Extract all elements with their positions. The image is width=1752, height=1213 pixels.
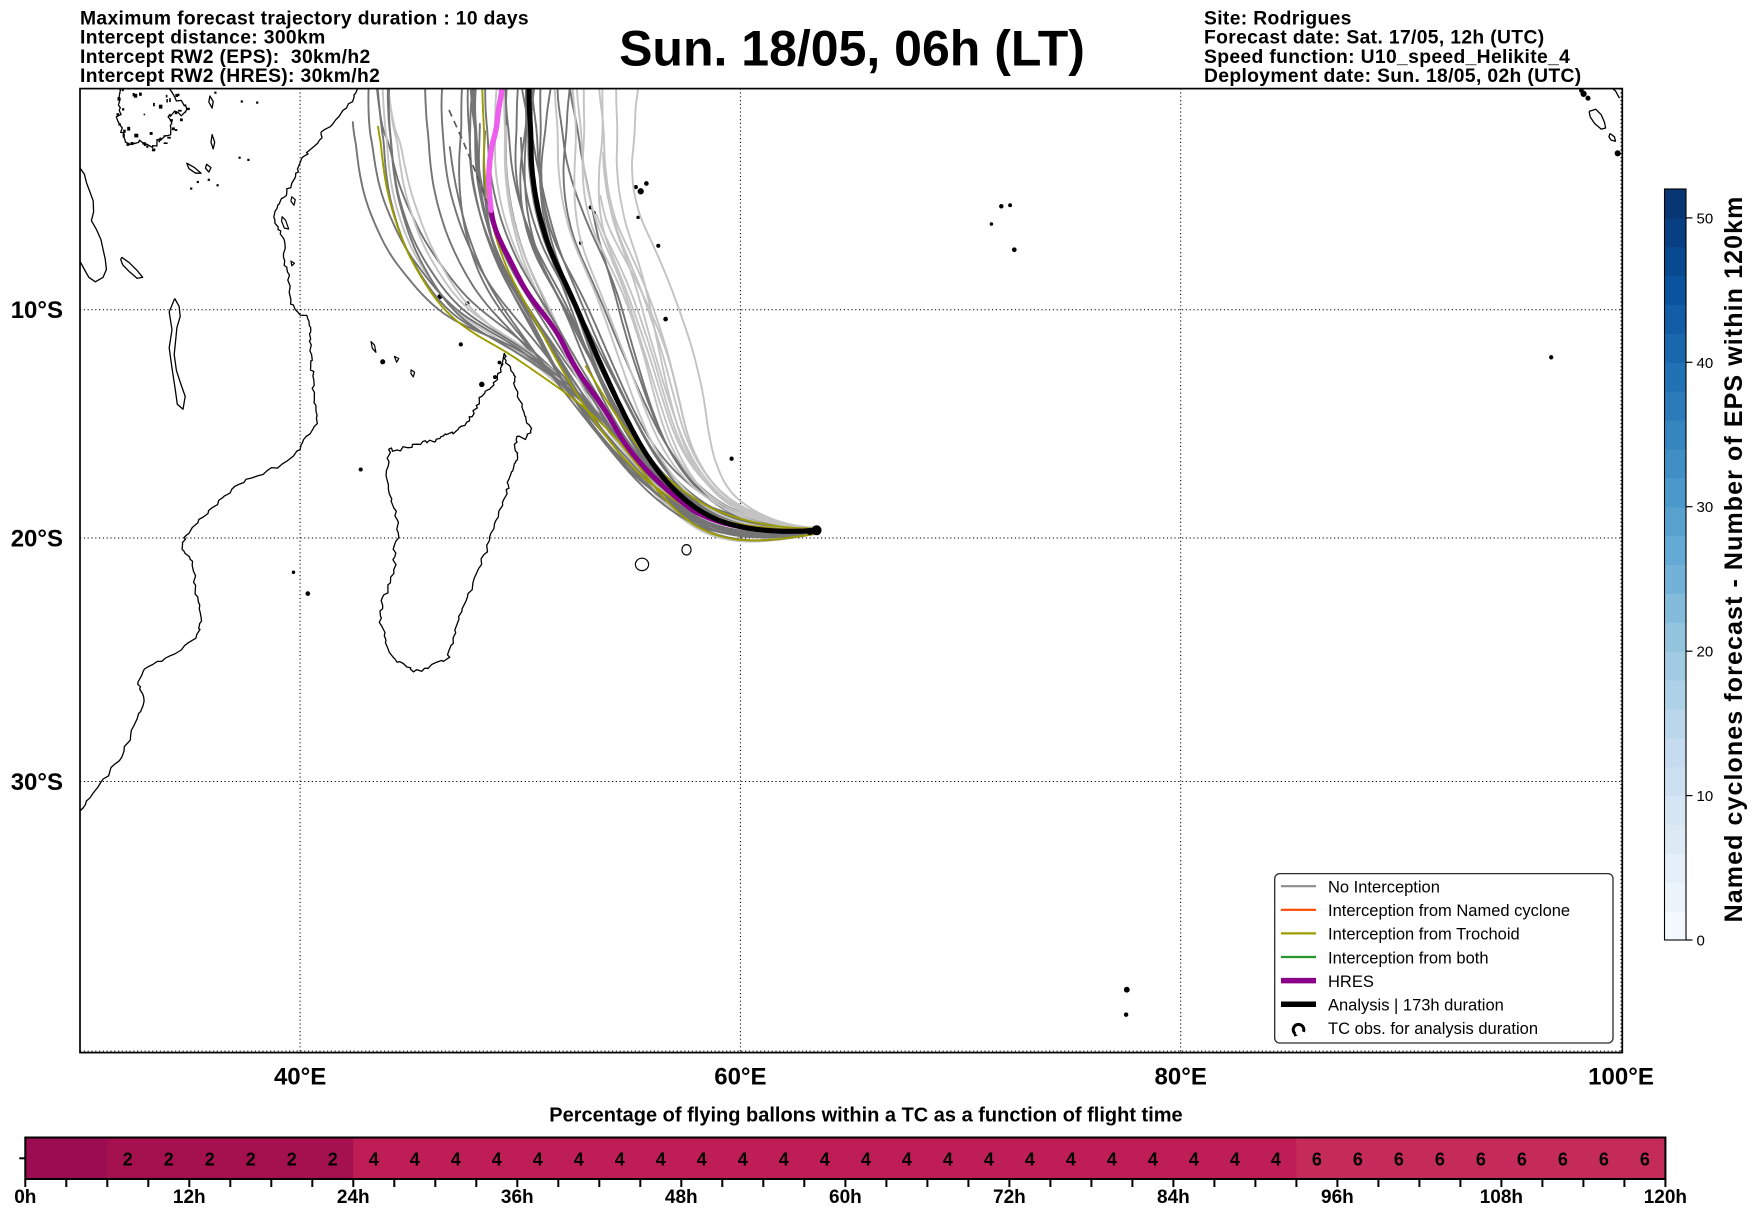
svg-text:100°E: 100°E xyxy=(1588,1064,1654,1091)
svg-text:60°E: 60°E xyxy=(714,1064,766,1091)
svg-text:4: 4 xyxy=(656,1149,666,1169)
svg-text:4: 4 xyxy=(1107,1149,1117,1169)
svg-text:40: 40 xyxy=(1697,355,1714,372)
svg-text:Interception from Trochoid: Interception from Trochoid xyxy=(1328,926,1520,944)
svg-text:40°E: 40°E xyxy=(274,1064,326,1091)
svg-text:2: 2 xyxy=(246,1149,256,1169)
svg-text:Analysis | 173h duration: Analysis | 173h duration xyxy=(1328,997,1504,1015)
svg-text:Percentage of flying ballons w: Percentage of flying ballons within a TC… xyxy=(549,1105,1182,1127)
svg-text:2: 2 xyxy=(123,1149,133,1169)
svg-text:4: 4 xyxy=(1148,1149,1158,1169)
svg-text:Intercept RW2 (HRES): 30km/h2: Intercept RW2 (HRES): 30km/h2 xyxy=(80,66,380,87)
svg-text:6: 6 xyxy=(1599,1149,1609,1169)
svg-text:Forecast date: Sat. 17/05, 12h: Forecast date: Sat. 17/05, 12h (UTC) xyxy=(1204,28,1545,49)
svg-text:Speed function: U10_speed_Heli: Speed function: U10_speed_Helikite_4 xyxy=(1204,47,1570,68)
svg-text:Maximum forecast trajectory du: Maximum forecast trajectory duration : 1… xyxy=(80,9,529,30)
svg-text:TC obs. for analysis duration: TC obs. for analysis duration xyxy=(1328,1020,1538,1038)
svg-text:Named cyclones forecast - Numb: Named cyclones forecast - Number of EPS … xyxy=(1720,196,1748,923)
svg-text:36h: 36h xyxy=(501,1187,534,1208)
svg-text:20°S: 20°S xyxy=(11,526,63,553)
svg-text:10°S: 10°S xyxy=(11,297,63,324)
svg-text:Intercept distance: 300km: Intercept distance: 300km xyxy=(80,28,326,49)
svg-text:6: 6 xyxy=(1476,1149,1486,1169)
svg-text:4: 4 xyxy=(820,1149,830,1169)
svg-text:80°E: 80°E xyxy=(1155,1064,1207,1091)
svg-text:4: 4 xyxy=(738,1149,748,1169)
svg-text:30°S: 30°S xyxy=(11,769,63,796)
svg-text:No Interception: No Interception xyxy=(1328,879,1440,897)
svg-text:6: 6 xyxy=(1312,1149,1322,1169)
svg-text:4: 4 xyxy=(410,1149,420,1169)
svg-text:HRES: HRES xyxy=(1328,973,1374,991)
svg-text:2: 2 xyxy=(328,1149,338,1169)
svg-text:4: 4 xyxy=(1066,1149,1076,1169)
svg-text:4: 4 xyxy=(779,1149,789,1169)
svg-text:4: 4 xyxy=(1230,1149,1240,1169)
svg-text:4: 4 xyxy=(1271,1149,1281,1169)
svg-text:4: 4 xyxy=(533,1149,543,1169)
svg-text:6: 6 xyxy=(1558,1149,1568,1169)
svg-text:Sun. 18/05, 06h (LT): Sun. 18/05, 06h (LT) xyxy=(619,21,1085,77)
svg-text:2: 2 xyxy=(287,1149,297,1169)
svg-text:12h: 12h xyxy=(173,1187,206,1208)
svg-text:6: 6 xyxy=(1353,1149,1363,1169)
svg-text:Interception from both: Interception from both xyxy=(1328,949,1489,967)
svg-text:2: 2 xyxy=(205,1149,215,1169)
svg-text:0h: 0h xyxy=(14,1187,36,1208)
svg-text:20: 20 xyxy=(1697,644,1714,661)
svg-text:4: 4 xyxy=(1189,1149,1199,1169)
svg-text:4: 4 xyxy=(697,1149,707,1169)
svg-text:48h: 48h xyxy=(665,1187,698,1208)
svg-text:Interception from Named cyclon: Interception from Named cyclone xyxy=(1328,902,1570,920)
svg-text:4: 4 xyxy=(492,1149,502,1169)
svg-text:4: 4 xyxy=(1025,1149,1035,1169)
svg-text:2: 2 xyxy=(164,1149,174,1169)
svg-text:Deployment date: Sun. 18/05, 0: Deployment date: Sun. 18/05, 02h (UTC) xyxy=(1204,66,1582,87)
svg-text:6: 6 xyxy=(1640,1149,1650,1169)
svg-text:6: 6 xyxy=(1435,1149,1445,1169)
svg-text:Intercept RW2 (EPS): 30km/h2: Intercept RW2 (EPS): 30km/h2 xyxy=(80,47,371,68)
svg-text:24h: 24h xyxy=(337,1187,370,1208)
svg-text:4: 4 xyxy=(943,1149,953,1169)
svg-text:120h: 120h xyxy=(1644,1187,1687,1208)
svg-text:10: 10 xyxy=(1697,788,1714,805)
svg-text:108h: 108h xyxy=(1480,1187,1523,1208)
svg-text:72h: 72h xyxy=(993,1187,1026,1208)
svg-text:4: 4 xyxy=(451,1149,461,1169)
svg-text:6: 6 xyxy=(1517,1149,1527,1169)
svg-text:4: 4 xyxy=(369,1149,379,1169)
svg-text:4: 4 xyxy=(574,1149,584,1169)
svg-text:4: 4 xyxy=(615,1149,625,1169)
svg-text:0: 0 xyxy=(1697,933,1705,950)
svg-text:4: 4 xyxy=(861,1149,871,1169)
svg-text:Site: Rodrigues: Site: Rodrigues xyxy=(1204,9,1352,30)
svg-text:84h: 84h xyxy=(1157,1187,1190,1208)
svg-text:6: 6 xyxy=(1394,1149,1404,1169)
svg-text:4: 4 xyxy=(984,1149,994,1169)
svg-text:30: 30 xyxy=(1697,499,1714,516)
svg-text:96h: 96h xyxy=(1321,1187,1354,1208)
svg-text:4: 4 xyxy=(902,1149,912,1169)
svg-text:50: 50 xyxy=(1697,210,1714,227)
svg-text:60h: 60h xyxy=(829,1187,862,1208)
